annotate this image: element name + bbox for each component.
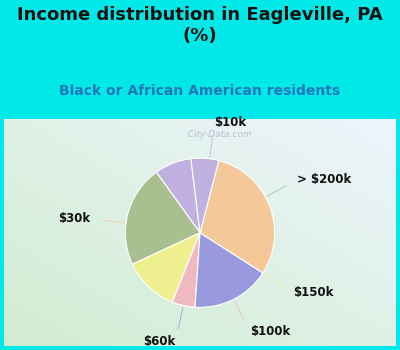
Text: Income distribution in Eagleville, PA
(%): Income distribution in Eagleville, PA (%… [17, 6, 383, 45]
Text: $10k: $10k [214, 116, 246, 129]
Wedge shape [125, 172, 200, 264]
Text: > $200k: > $200k [298, 173, 352, 186]
Wedge shape [195, 233, 263, 307]
Text: $150k: $150k [294, 286, 334, 299]
Wedge shape [156, 159, 200, 233]
Wedge shape [200, 161, 275, 273]
Text: $30k: $30k [58, 212, 90, 225]
Wedge shape [132, 233, 200, 302]
Wedge shape [191, 158, 219, 233]
Text: City-Data.com: City-Data.com [182, 131, 252, 139]
Wedge shape [172, 233, 200, 307]
Text: Black or African American residents: Black or African American residents [60, 84, 340, 98]
Text: $100k: $100k [250, 326, 290, 338]
Text: $60k: $60k [143, 335, 176, 348]
